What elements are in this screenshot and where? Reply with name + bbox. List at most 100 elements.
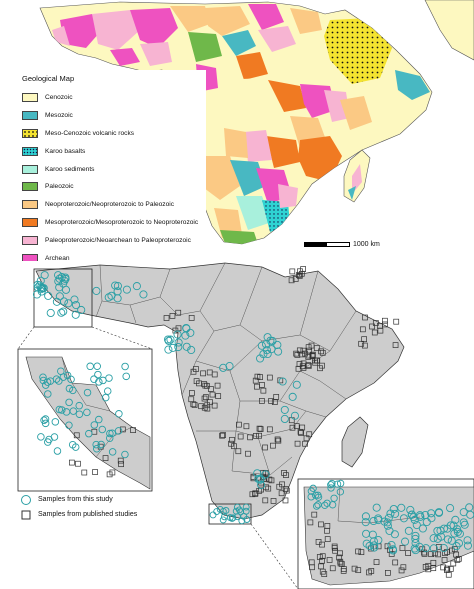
legend-item-published: Samples from published studies <box>20 507 137 522</box>
africa-landmass-b <box>35 262 405 520</box>
study-sample-marker <box>86 362 94 371</box>
mesozoic-swatch <box>22 111 38 121</box>
karoo-sediments-swatch <box>22 164 38 174</box>
published-sample-marker <box>436 544 442 550</box>
published-sample-marker <box>92 469 98 475</box>
published-sample-marker <box>252 490 259 497</box>
study-sample-marker <box>63 371 72 380</box>
study-sample-marker <box>256 354 265 363</box>
study-sample-marker <box>386 509 395 518</box>
published-sample-marker <box>326 557 333 563</box>
study-sample-marker <box>235 506 243 514</box>
published-sample-marker <box>256 432 262 439</box>
published-sample-marker <box>451 546 458 552</box>
published-sample-marker <box>260 387 267 394</box>
inset-west-source <box>33 268 93 328</box>
study-sample-marker <box>213 508 221 516</box>
study-sample-marker <box>39 376 48 385</box>
published-sample-marker <box>117 457 124 464</box>
study-sample-marker <box>219 363 228 372</box>
published-sample-marker <box>259 398 265 404</box>
study-sample-marker <box>43 378 52 386</box>
published-sample-marker <box>277 377 284 384</box>
study-sample-marker <box>122 372 130 381</box>
published-sample-marker <box>250 475 257 482</box>
study-sample-marker <box>254 474 263 483</box>
study-sample-marker <box>164 336 173 345</box>
published-sample-marker <box>292 276 299 282</box>
madagascar-b <box>341 416 369 468</box>
published-sample-marker <box>305 344 312 351</box>
published-sample-marker <box>351 565 358 572</box>
published-sample-marker <box>258 486 264 493</box>
published-sample-marker <box>270 442 276 449</box>
published-sample-marker <box>259 473 266 480</box>
published-sample-marker <box>294 440 301 447</box>
karoo-basalts-swatch <box>22 146 38 156</box>
published-sample-marker <box>288 277 295 284</box>
published-sample-marker <box>190 368 197 375</box>
published-sample-marker <box>274 436 281 443</box>
study-sample-marker <box>111 281 120 290</box>
study-sample-marker <box>261 470 270 479</box>
published-sample-marker <box>293 350 300 357</box>
published-sample-marker <box>355 567 362 574</box>
published-sample-marker <box>324 536 331 542</box>
study-sample-marker <box>410 544 419 553</box>
study-sample-marker <box>374 536 383 545</box>
study-sample-marker <box>434 508 444 517</box>
study-sample-marker <box>69 407 78 415</box>
published-sample-marker <box>256 425 263 432</box>
study-sample-marker <box>98 425 107 434</box>
study-sample-marker <box>45 435 53 444</box>
published-sample-marker <box>270 498 277 504</box>
study-sample-marker <box>238 517 246 525</box>
published-sample-marker <box>265 485 272 492</box>
study-sample-marker <box>328 501 337 509</box>
study-sample-marker <box>163 335 173 344</box>
published-sample-marker <box>204 405 211 412</box>
geological-legend: Geological Map Cenozoic Mesozoic Meso-Ce… <box>16 70 206 273</box>
published-sample-marker <box>303 435 310 442</box>
study-sample-marker <box>330 494 338 502</box>
study-sample-marker <box>452 542 461 551</box>
study-sample-marker <box>59 307 68 316</box>
study-sample-marker <box>61 285 71 294</box>
published-sample-marker <box>293 423 300 429</box>
study-sample-marker <box>113 294 122 303</box>
published-sample-marker <box>102 455 109 461</box>
study-sample-marker <box>459 508 468 517</box>
published-sample-marker <box>299 424 306 431</box>
published-sample-marker <box>359 326 366 333</box>
study-sample-marker <box>53 447 62 455</box>
study-sample-marker <box>454 539 464 548</box>
study-sample-marker <box>242 503 250 511</box>
published-sample-marker <box>425 562 432 569</box>
published-sample-marker <box>200 370 206 377</box>
study-sample-marker <box>411 534 420 543</box>
study-sample-marker <box>55 405 64 414</box>
study-sample-marker <box>336 479 345 488</box>
published-sample-marker <box>296 272 302 278</box>
published-sample-marker <box>219 432 225 439</box>
published-sample-marker <box>130 427 136 433</box>
study-sample-marker <box>391 509 400 518</box>
published-sample-marker <box>209 391 216 398</box>
sample-legend: Samples from this study Samples from pub… <box>20 492 137 522</box>
study-sample-marker <box>401 537 410 546</box>
country-borders <box>95 262 357 476</box>
study-sample-marker <box>411 539 420 548</box>
published-sample-marker <box>435 551 442 558</box>
published-sample-marker <box>309 564 315 571</box>
published-sample-marker <box>319 553 326 560</box>
published-sample-marker <box>169 313 176 319</box>
published-sample-marker <box>361 336 367 343</box>
study-sample-marker <box>65 421 73 429</box>
published-sample-marker <box>109 469 116 476</box>
study-sample-marker <box>71 443 80 451</box>
study-sample-marker <box>55 274 64 283</box>
published-sample-marker <box>440 564 447 571</box>
published-sample-marker <box>262 497 269 504</box>
published-sample-marker <box>324 527 330 534</box>
study-sample-marker <box>44 390 52 398</box>
